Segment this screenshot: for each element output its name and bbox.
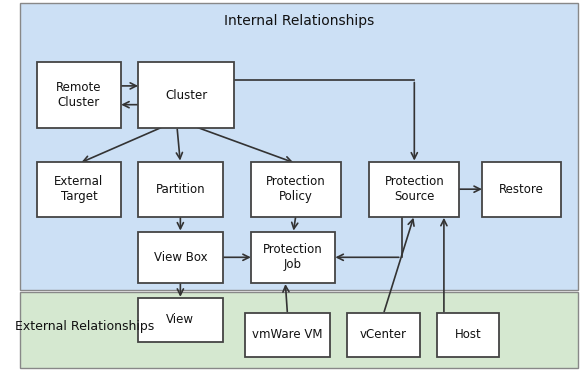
Text: vCenter: vCenter xyxy=(360,328,407,341)
FancyBboxPatch shape xyxy=(138,62,234,128)
FancyBboxPatch shape xyxy=(138,161,223,217)
Text: Internal Relationships: Internal Relationships xyxy=(223,14,374,28)
Text: Protection
Source: Protection Source xyxy=(385,175,444,203)
Text: View Box: View Box xyxy=(154,251,207,264)
FancyBboxPatch shape xyxy=(251,161,341,217)
FancyBboxPatch shape xyxy=(37,161,121,217)
FancyBboxPatch shape xyxy=(369,161,459,217)
FancyBboxPatch shape xyxy=(437,312,499,357)
FancyBboxPatch shape xyxy=(347,312,420,357)
FancyBboxPatch shape xyxy=(482,161,561,217)
Text: View: View xyxy=(166,313,194,326)
Text: Host: Host xyxy=(455,328,481,341)
Text: Restore: Restore xyxy=(499,183,544,196)
Text: Cluster: Cluster xyxy=(165,89,207,102)
Text: vmWare VM: vmWare VM xyxy=(252,328,323,341)
FancyBboxPatch shape xyxy=(138,298,223,342)
Bar xyxy=(20,3,578,290)
Text: Remote
Cluster: Remote Cluster xyxy=(56,81,102,109)
FancyBboxPatch shape xyxy=(138,232,223,283)
FancyBboxPatch shape xyxy=(245,312,330,357)
FancyBboxPatch shape xyxy=(37,62,121,128)
Text: Protection
Policy: Protection Policy xyxy=(266,175,326,203)
FancyBboxPatch shape xyxy=(251,232,335,283)
Bar xyxy=(20,292,578,368)
Text: External Relationships: External Relationships xyxy=(15,320,154,333)
Text: External
Target: External Target xyxy=(54,175,104,203)
Text: Partition: Partition xyxy=(155,183,205,196)
Text: Protection
Job: Protection Job xyxy=(263,243,323,271)
